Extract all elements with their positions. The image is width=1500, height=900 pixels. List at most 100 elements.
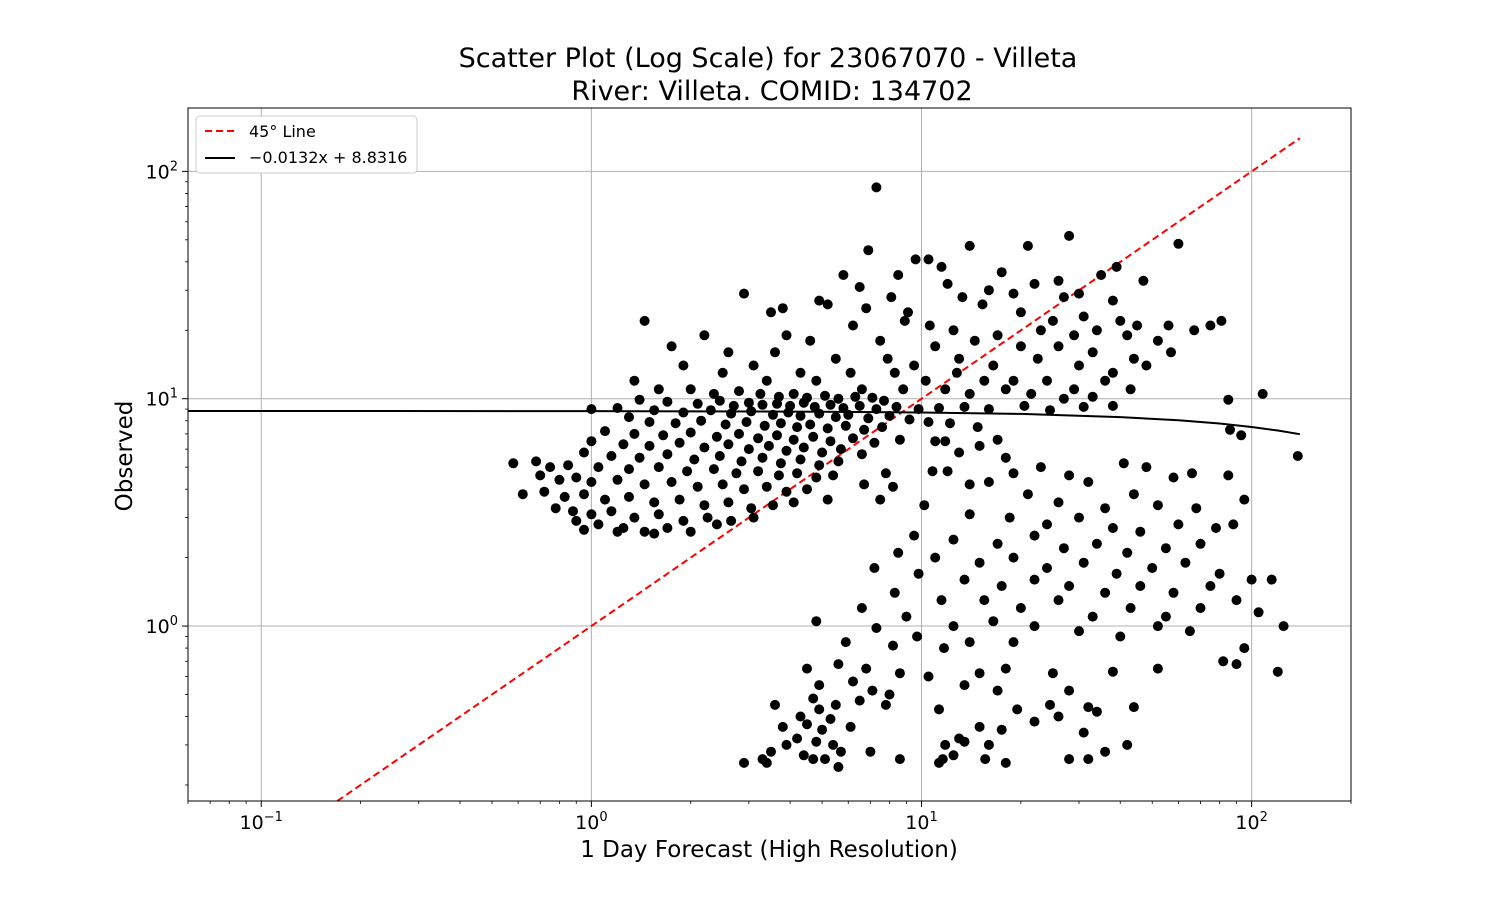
scatter-point [781, 486, 792, 497]
plot-content [188, 137, 1303, 801]
scatter-point [792, 422, 803, 433]
scatter-point [788, 388, 799, 399]
scatter-point [1015, 307, 1026, 318]
scatter-point [702, 512, 713, 523]
scatter-point [624, 412, 634, 423]
scatter-point [1064, 470, 1075, 481]
scatter-point [761, 757, 772, 768]
scatter-point [808, 431, 819, 442]
x-tick-label: 10−1 [240, 810, 283, 834]
scatter-point [586, 509, 597, 520]
scatter-point [871, 182, 882, 193]
scatter-point [871, 623, 882, 633]
scatter-point [889, 587, 900, 598]
scatter-point [1096, 270, 1107, 280]
scatter-point [1069, 384, 1080, 395]
scatter-point [848, 433, 858, 444]
scatter-point [983, 404, 994, 415]
scatter-point [775, 418, 786, 429]
scatter-point [979, 375, 990, 386]
scatter-point [1078, 727, 1089, 738]
scatter-point [1008, 468, 1019, 479]
scatter-point [845, 367, 856, 378]
scatter-point [811, 736, 822, 747]
y-tick-label: 101 [146, 387, 178, 411]
scatter-point [1022, 489, 1033, 500]
scatter-point [1074, 360, 1084, 371]
scatter-point [830, 699, 841, 710]
scatter-point [867, 392, 878, 403]
scatter-point [1122, 739, 1133, 750]
scatter-point [692, 481, 703, 492]
scatter-point [545, 462, 556, 473]
scatter-point [898, 384, 909, 395]
scatter-point [1141, 360, 1152, 371]
scatter-point [1078, 311, 1089, 322]
scatter-point [840, 420, 851, 431]
scatter-point [964, 240, 975, 251]
scatter-point [1218, 656, 1229, 667]
scatter-point [644, 440, 655, 451]
scatter-point [825, 436, 836, 447]
scatter-point [835, 444, 846, 455]
scatter-point [1083, 702, 1094, 713]
x-tick-label: 102 [1235, 810, 1267, 834]
scatter-point [983, 477, 994, 487]
scatter-point [1253, 607, 1264, 618]
scatter-point [624, 464, 634, 475]
scatter-point [1135, 581, 1146, 591]
scatter-point [612, 403, 623, 413]
scatter-point [1195, 603, 1206, 613]
scatter-point [678, 407, 689, 418]
scatter-point [586, 477, 597, 487]
scatter-point [1083, 754, 1094, 765]
scatter-point [1205, 581, 1216, 591]
scatter-point [1292, 451, 1303, 461]
scatter-point [1191, 503, 1202, 514]
scatter-point [579, 524, 589, 535]
scatter-point [1239, 643, 1250, 654]
scatter-point [930, 341, 941, 352]
scatter-point [1053, 595, 1064, 606]
scatter-point [1042, 563, 1052, 573]
scatter-point [992, 685, 1003, 696]
scatter-point [901, 611, 912, 622]
scatter-point [1228, 519, 1239, 530]
scatter-point [720, 419, 731, 430]
scatter-point [1087, 391, 1098, 402]
scatter-point [1147, 563, 1158, 573]
scatter-point [753, 466, 764, 477]
scatter-point [571, 515, 582, 526]
scatter-point [685, 526, 696, 537]
scatter-point [634, 452, 645, 463]
scatter-point [772, 430, 782, 441]
scatter-point [1042, 519, 1052, 530]
scatter-point [711, 519, 722, 530]
scatter-point [781, 330, 792, 341]
y-tick-label: 100 [146, 614, 178, 638]
scatter-point [600, 426, 610, 437]
scatter-point [1239, 494, 1250, 505]
scatter-point [766, 307, 776, 318]
scatter-point [649, 528, 660, 539]
scatter-point [865, 746, 876, 757]
scatter-point [666, 477, 677, 487]
scatter-point [1100, 746, 1111, 757]
scatter-point [948, 621, 959, 632]
scatter-point [802, 484, 812, 495]
scatter-points [508, 182, 1303, 772]
scatter-point [1107, 367, 1118, 378]
scatter-point [977, 299, 988, 310]
scatter-point [888, 640, 898, 651]
scatter-point [979, 595, 990, 606]
scatter-point [1064, 230, 1075, 241]
scatter-point [708, 388, 719, 399]
scatter-point [972, 422, 983, 433]
scatter-point [1053, 497, 1064, 508]
scatter-point [992, 330, 1003, 341]
scatter-point [817, 447, 828, 458]
scatter-point [1029, 574, 1040, 585]
scatter-point [833, 659, 844, 670]
scatter-point [923, 254, 934, 265]
scatter-point [879, 395, 889, 406]
